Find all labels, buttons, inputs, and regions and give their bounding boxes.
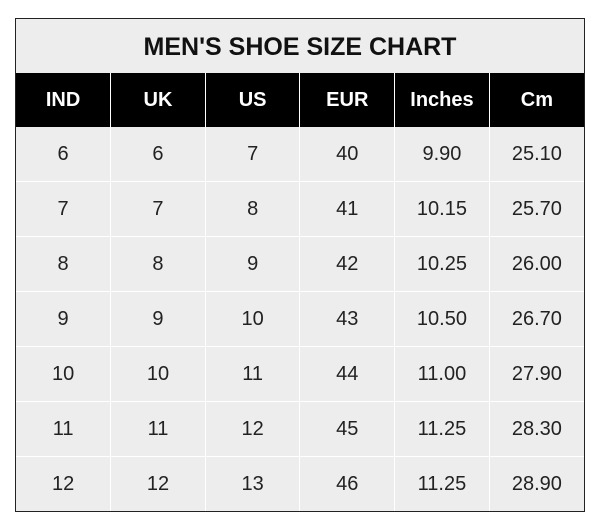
cell-uk: 11 — [110, 401, 206, 457]
cell-eur: 42 — [299, 236, 395, 292]
cell-us: 7 — [204, 127, 300, 182]
header-row: IND UK US EUR Inches Cm — [16, 73, 584, 127]
cell-uk: 10 — [110, 346, 206, 402]
cell-inches: 11.25 — [394, 456, 490, 511]
column-header-inches: Inches — [394, 73, 490, 127]
cell-ind: 9 — [16, 291, 111, 347]
cell-us: 12 — [204, 401, 300, 457]
column-header-cm: Cm — [488, 73, 584, 127]
table-row: 6 6 7 40 9.90 25.10 — [16, 127, 584, 182]
column-header-us: US — [204, 73, 300, 127]
table-row: 7 7 8 41 10.15 25.70 — [16, 181, 584, 237]
cell-inches: 9.90 — [394, 127, 490, 182]
cell-ind: 7 — [16, 181, 111, 237]
cell-ind: 11 — [16, 401, 111, 457]
table-row: 9 9 10 43 10.50 26.70 — [16, 291, 584, 347]
column-header-ind: IND — [16, 73, 111, 127]
cell-eur: 40 — [299, 127, 395, 182]
cell-eur: 46 — [299, 456, 395, 511]
cell-ind: 8 — [16, 236, 111, 292]
cell-us: 10 — [204, 291, 300, 347]
cell-eur: 44 — [299, 346, 395, 402]
cell-cm: 25.70 — [488, 181, 584, 237]
column-header-uk: UK — [110, 73, 206, 127]
cell-uk: 7 — [110, 181, 206, 237]
cell-uk: 8 — [110, 236, 206, 292]
cell-cm: 28.30 — [488, 401, 584, 457]
cell-us: 9 — [204, 236, 300, 292]
cell-uk: 6 — [110, 127, 206, 182]
chart-title: MEN'S SHOE SIZE CHART — [16, 19, 584, 73]
cell-cm: 26.00 — [488, 236, 584, 292]
cell-eur: 45 — [299, 401, 395, 457]
cell-uk: 9 — [110, 291, 206, 347]
table-row: 12 12 13 46 11.25 28.90 — [16, 456, 584, 511]
cell-ind: 6 — [16, 127, 111, 182]
cell-us: 8 — [204, 181, 300, 237]
cell-ind: 10 — [16, 346, 111, 402]
size-table: IND UK US EUR Inches Cm 6 6 7 40 9.90 25.10 7 7 8 41 10… — [16, 73, 584, 511]
cell-cm: 25.10 — [488, 127, 584, 182]
cell-inches: 10.25 — [394, 236, 490, 292]
cell-eur: 43 — [299, 291, 395, 347]
cell-us: 11 — [204, 346, 300, 402]
cell-inches: 11.00 — [394, 346, 490, 402]
size-chart: MEN'S SHOE SIZE CHART IND UK US EUR Inches Cm… — [15, 18, 585, 512]
cell-cm: 28.90 — [488, 456, 584, 511]
column-header-eur: EUR — [299, 73, 395, 127]
cell-us: 13 — [204, 456, 300, 511]
cell-inches: 10.15 — [394, 181, 490, 237]
cell-inches: 11.25 — [394, 401, 490, 457]
table-row: 11 11 12 45 11.25 28.30 — [16, 401, 584, 457]
cell-inches: 10.50 — [394, 291, 490, 347]
table-row: 8 8 9 42 10.25 26.00 — [16, 236, 584, 292]
table-row: 10 10 11 44 11.00 27.90 — [16, 346, 584, 402]
cell-eur: 41 — [299, 181, 395, 237]
cell-cm: 26.70 — [488, 291, 584, 347]
cell-ind: 12 — [16, 456, 111, 511]
cell-uk: 12 — [110, 456, 206, 511]
cell-cm: 27.90 — [488, 346, 584, 402]
